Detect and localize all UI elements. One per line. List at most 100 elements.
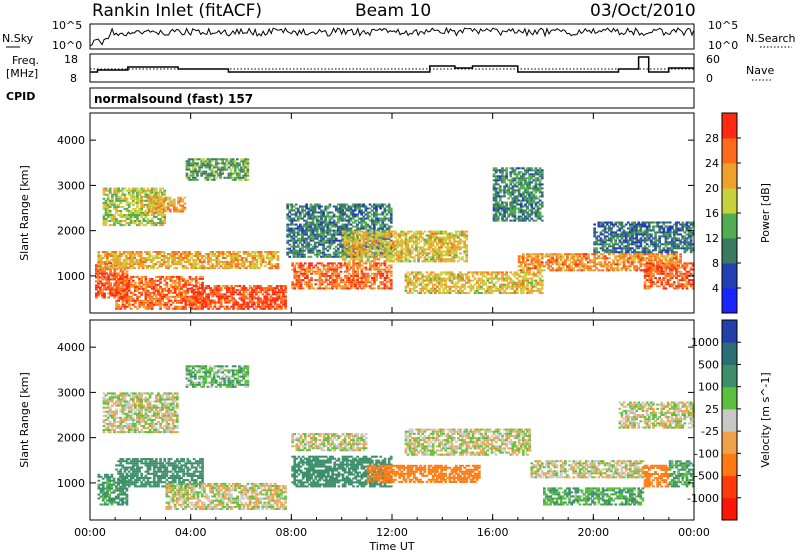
heatmap-cell bbox=[144, 285, 148, 288]
heatmap-cell bbox=[263, 305, 267, 308]
heatmap-cell bbox=[387, 219, 391, 222]
heatmap-cell bbox=[257, 253, 261, 255]
heatmap-cell bbox=[104, 209, 108, 212]
heatmap-cell bbox=[328, 255, 332, 258]
heatmap-cell bbox=[159, 295, 162, 298]
heatmap-cell bbox=[137, 267, 141, 270]
heatmap-cell bbox=[134, 299, 137, 302]
heatmap-cell bbox=[303, 205, 306, 208]
heatmap-cell bbox=[387, 211, 391, 214]
heatmap-cell bbox=[263, 287, 267, 290]
heatmap-cell bbox=[242, 267, 246, 270]
heatmap-cell bbox=[233, 168, 237, 171]
heatmap-cell bbox=[236, 261, 240, 263]
heatmap-cell bbox=[219, 251, 223, 253]
heatmap-cell bbox=[499, 292, 502, 294]
heatmap-cell bbox=[221, 261, 225, 263]
heatmap-cell bbox=[155, 224, 158, 227]
heatmap-cell bbox=[341, 219, 344, 222]
heatmap-cell bbox=[350, 230, 353, 233]
heatmap-cell bbox=[423, 275, 427, 278]
heatmap-cell bbox=[286, 233, 289, 236]
heatmap-cell bbox=[373, 248, 376, 251]
heatmap-cell bbox=[389, 272, 393, 275]
heatmap-cell bbox=[343, 274, 347, 277]
heatmap-cell bbox=[337, 283, 341, 286]
heatmap-cell bbox=[233, 176, 237, 179]
heatmap-cell bbox=[429, 244, 433, 247]
heatmap-cell bbox=[301, 239, 304, 242]
heatmap-cell bbox=[210, 174, 214, 177]
heatmap-cell bbox=[104, 222, 108, 225]
heatmap-cell bbox=[461, 275, 464, 278]
heatmap-cell bbox=[244, 164, 248, 167]
heatmap-cell bbox=[111, 224, 114, 227]
heatmap-cell bbox=[178, 289, 181, 292]
heatmap-cell bbox=[228, 307, 231, 310]
heatmap-cell bbox=[353, 205, 357, 208]
heatmap-cell bbox=[339, 239, 342, 242]
heatmap-cell bbox=[296, 233, 300, 236]
heatmap-cell bbox=[425, 252, 429, 255]
heatmap-cell bbox=[244, 297, 248, 300]
heatmap-cell bbox=[117, 274, 121, 277]
heatmap-cell bbox=[288, 233, 292, 236]
heatmap-cell bbox=[324, 223, 328, 226]
heatmap-cell bbox=[140, 303, 143, 306]
heatmap-cell bbox=[429, 232, 433, 235]
heatmap-cell bbox=[242, 257, 246, 259]
heatmap-cell bbox=[99, 272, 102, 275]
heatmap-cell bbox=[364, 252, 368, 255]
heatmap-cell bbox=[255, 285, 258, 287]
heatmap-cell bbox=[111, 216, 114, 218]
heatmap-cell bbox=[482, 273, 485, 276]
heatmap-cell bbox=[119, 270, 123, 273]
heatmap-cell bbox=[459, 248, 462, 251]
heatmap-cell bbox=[333, 285, 336, 288]
nave-label: Nave bbox=[746, 64, 774, 77]
heatmap-cell bbox=[305, 207, 308, 210]
heatmap-cell bbox=[204, 178, 208, 181]
heatmap-cell bbox=[165, 293, 169, 296]
heatmap-cell bbox=[111, 201, 114, 204]
heatmap-cell bbox=[330, 235, 334, 238]
heatmap-cell bbox=[156, 202, 159, 205]
heatmap-cell bbox=[356, 242, 359, 245]
heatmap-cell bbox=[102, 216, 106, 218]
heatmap-cell bbox=[278, 303, 281, 306]
heatmap-cell bbox=[511, 281, 515, 284]
heatmap-cell bbox=[381, 232, 385, 235]
heatmap-cell bbox=[144, 216, 148, 218]
heatmap-cell bbox=[368, 238, 372, 241]
heatmap-cell bbox=[110, 251, 113, 253]
heatmap-cell bbox=[461, 232, 464, 235]
heatmap-cell bbox=[142, 211, 146, 214]
heatmap-cell bbox=[494, 207, 498, 210]
heatmap-cell bbox=[129, 265, 132, 268]
heatmap-cell bbox=[415, 240, 418, 243]
heatmap-cell bbox=[102, 224, 106, 227]
heatmap-cell bbox=[198, 259, 202, 261]
heatmap-cell bbox=[358, 203, 361, 206]
heatmap-cell bbox=[181, 200, 185, 203]
heatmap-cell bbox=[444, 260, 448, 263]
heatmap-cell bbox=[408, 248, 412, 251]
heatmap-cell bbox=[191, 166, 195, 169]
heatmap-cell bbox=[417, 283, 420, 286]
heatmap-cell bbox=[373, 240, 376, 243]
heatmap-cell bbox=[236, 293, 240, 296]
heatmap-cell bbox=[419, 271, 422, 274]
heatmap-cell bbox=[398, 260, 401, 263]
heatmap-cell bbox=[115, 218, 118, 220]
heatmap-cell bbox=[221, 170, 224, 173]
heatmap-cell bbox=[187, 160, 191, 163]
heatmap-cell bbox=[373, 229, 376, 232]
heatmap-cell bbox=[446, 260, 450, 263]
heatmap-cell bbox=[105, 288, 108, 291]
heatmap-cell bbox=[354, 240, 357, 243]
heatmap-cell bbox=[219, 301, 223, 304]
heatmap-cell bbox=[253, 253, 257, 255]
heatmap-cell bbox=[158, 204, 162, 207]
heatmap-cell bbox=[305, 219, 308, 222]
heatmap-cell bbox=[358, 281, 362, 284]
